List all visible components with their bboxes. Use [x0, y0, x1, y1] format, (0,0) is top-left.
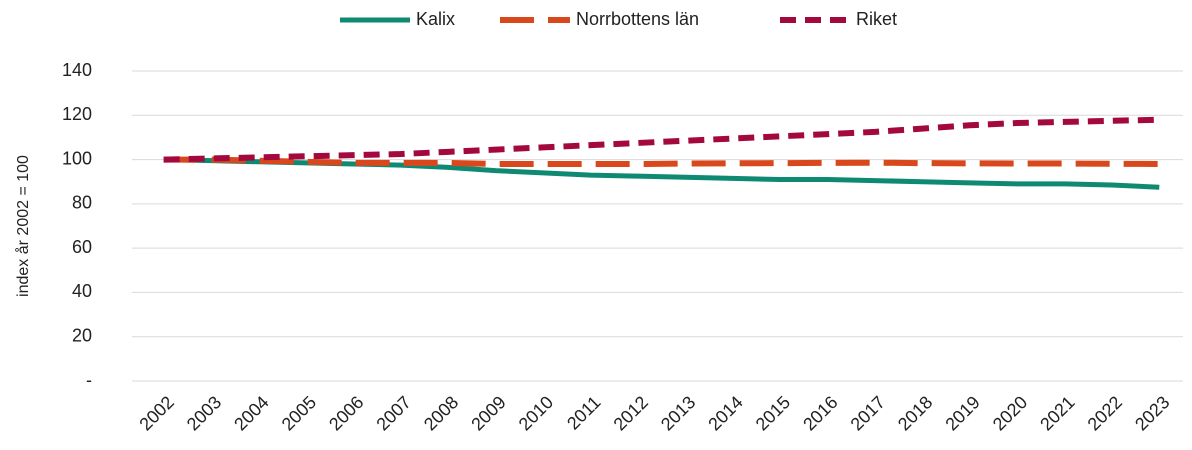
y-tick-label: 100	[62, 148, 92, 168]
series-line	[163, 116, 1160, 163]
x-tick-label: 2017	[847, 392, 889, 434]
x-tick-label: 2018	[894, 392, 936, 434]
x-tick-label: 2023	[1131, 392, 1173, 434]
legend-label: Riket	[856, 9, 897, 29]
x-tick-label: 2010	[515, 392, 557, 434]
y-tick-label: 40	[72, 281, 92, 301]
x-tick-label: 2021	[1036, 392, 1078, 434]
x-tick-label: 2013	[657, 392, 699, 434]
y-tick-label: 60	[72, 237, 92, 257]
x-tick-label: 2008	[420, 392, 462, 434]
y-tick-label: 120	[62, 104, 92, 124]
x-tick-label: 2005	[278, 392, 320, 434]
x-tick-label: 2007	[372, 392, 414, 434]
legend-label: Kalix	[416, 9, 455, 29]
x-tick-label: 2014	[704, 392, 746, 434]
y-tick-label: -	[86, 370, 92, 390]
x-tick-label: 2003	[183, 392, 225, 434]
x-tick-label: 2009	[467, 392, 509, 434]
y-axis-label: index år 2002 = 100	[14, 155, 32, 297]
x-tick-label: 2011	[563, 392, 605, 434]
x-tick-label: 2004	[230, 392, 272, 434]
x-tick-label: 2006	[325, 392, 367, 434]
x-tick-label: 2020	[989, 392, 1031, 434]
x-tick-label: 2016	[799, 392, 841, 434]
series-line	[163, 156, 1160, 167]
y-tick-label: 80	[72, 193, 92, 213]
x-tick-label: 2002	[135, 392, 177, 434]
y-tick-label: 140	[62, 60, 92, 80]
y-tick-label: 20	[72, 325, 92, 345]
legend-label: Norrbottens län	[576, 9, 699, 29]
x-tick-label: 2019	[941, 392, 983, 434]
x-tick-label: 2022	[1084, 392, 1126, 434]
x-tick-label: 2012	[610, 392, 652, 434]
x-tick-label: 2015	[752, 392, 794, 434]
